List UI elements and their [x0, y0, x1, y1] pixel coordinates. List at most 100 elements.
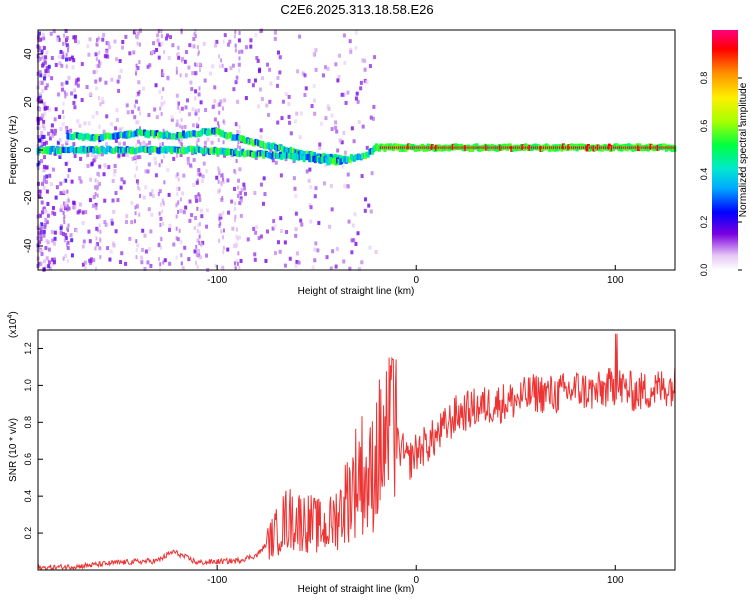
spectrogram-cell	[142, 195, 146, 200]
spectrogram-cell	[161, 69, 164, 74]
spectrogram-cell	[96, 228, 99, 233]
spectrogram-cell	[164, 36, 168, 41]
spectrogram-cell	[61, 122, 65, 127]
spectrogram-cell	[74, 38, 78, 43]
spectrogram-cell	[236, 99, 240, 104]
snr-series-line	[37, 333, 676, 571]
spectrogram-cell	[63, 201, 66, 206]
spectrogram-cell	[163, 50, 166, 55]
spectrogram-cell	[368, 64, 372, 69]
spectrogram-cell	[90, 162, 94, 167]
spectrogram-cell	[42, 259, 46, 264]
spectrogram-cell	[178, 228, 181, 233]
spectrogram-cell	[179, 109, 182, 114]
spectrogram-cell	[98, 214, 101, 219]
spectrogram-cell	[175, 214, 178, 219]
spectrogram-cell	[461, 146, 463, 149]
spectrogram-cell	[236, 242, 239, 247]
spectrogram-cell	[62, 51, 65, 56]
spectrogram-cell	[62, 81, 65, 86]
spectrogram-cell	[59, 181, 63, 186]
spectrogram-cell	[70, 179, 74, 184]
spectrogram-cell	[42, 164, 46, 169]
spectrogram-cell	[287, 114, 291, 119]
spectrogram-cell	[38, 194, 42, 199]
spectrogram-cell	[160, 28, 163, 33]
spectrogram-cell	[47, 64, 51, 69]
spectrogram-cell	[58, 54, 62, 59]
spectrogram-cell	[136, 66, 140, 71]
spectrogram-cell	[648, 146, 650, 149]
spectrogram-cell	[122, 141, 126, 146]
spectrogram-cell	[517, 146, 519, 149]
spectrogram-cell	[38, 56, 42, 61]
spectrogram-cell	[40, 80, 44, 85]
spectrogram-cell	[238, 201, 242, 206]
spectrogram-cell	[130, 220, 134, 225]
spectrogram-cell	[141, 247, 145, 252]
spectrogram-cell	[199, 255, 203, 260]
spectrogram-cell	[138, 212, 141, 217]
spectrogram-cell	[182, 210, 186, 215]
spectrogram-cell	[140, 260, 144, 265]
colorbar-tick-label: 0.2	[699, 216, 709, 229]
spectrogram-cell	[650, 146, 652, 149]
spectrogram-cell	[139, 155, 142, 160]
spectrogram-cell	[135, 255, 138, 260]
spectrogram-cell	[135, 239, 138, 244]
spectrogram-cell	[646, 146, 648, 149]
spectrogram-cell	[105, 41, 109, 46]
spectrogram-cell	[103, 198, 107, 203]
spectrogram-cell	[43, 155, 47, 160]
spectrogram-cell	[167, 192, 171, 197]
spectrogram-cell	[43, 106, 47, 111]
spectrogram-cell	[668, 146, 670, 149]
spectrogram-cell	[177, 209, 180, 214]
spectrogram-cell	[114, 126, 118, 131]
spectrogram-cell	[475, 146, 477, 149]
spectrogram-cell	[37, 226, 41, 231]
spectrogram-cell	[95, 57, 98, 62]
snr-x-label: Height of straight line (km)	[298, 584, 415, 595]
spectrogram-cell	[199, 100, 203, 105]
spectrogram-cell	[181, 125, 184, 130]
spectrogram-cell	[481, 146, 483, 149]
spectrogram-cell	[86, 44, 90, 49]
spectrogram-cell	[42, 126, 46, 131]
spectrogram-cell	[365, 145, 369, 150]
spectrogram-cell	[346, 184, 350, 189]
spectrogram-cell	[357, 266, 361, 271]
spectrogram-cell	[149, 192, 153, 197]
spectrogram-cell	[660, 146, 662, 149]
spectrogram-cell	[97, 63, 101, 68]
spectrogram-y-tick-label: 0	[23, 147, 34, 153]
spectrogram-cell	[95, 154, 99, 159]
spectrogram-cell	[155, 115, 159, 120]
spectrogram-cell	[299, 111, 303, 116]
spectrogram-cell	[638, 146, 640, 149]
spectrogram-cell	[96, 171, 100, 176]
spectrogram-cell	[134, 154, 138, 159]
spectrogram-cell	[67, 196, 70, 201]
spectrogram-cell	[195, 244, 198, 249]
spectrogram-cell	[95, 215, 99, 220]
spectrogram-cell	[195, 260, 198, 265]
spectrogram-cell	[294, 194, 298, 199]
spectrogram-cell	[38, 189, 42, 194]
spectrogram-cell	[178, 124, 181, 129]
spectrogram-cell	[308, 167, 312, 172]
spectrogram-cell	[336, 148, 340, 153]
spectrogram-cell	[580, 146, 583, 149]
spectrogram-cell	[578, 146, 581, 149]
spectrogram-cell	[41, 32, 45, 37]
spectrogram-cell	[39, 73, 43, 78]
spectrogram-cell	[98, 182, 102, 187]
spectrogram-cell	[361, 58, 365, 63]
spectrogram-cell	[62, 41, 65, 46]
spectrogram-cell	[126, 153, 130, 158]
spectrogram-cell	[624, 146, 626, 149]
spectrogram-cell	[37, 125, 41, 130]
spectrogram-cell	[41, 89, 45, 94]
spectrogram-cell	[261, 201, 265, 206]
spectrogram-cell	[95, 86, 99, 91]
